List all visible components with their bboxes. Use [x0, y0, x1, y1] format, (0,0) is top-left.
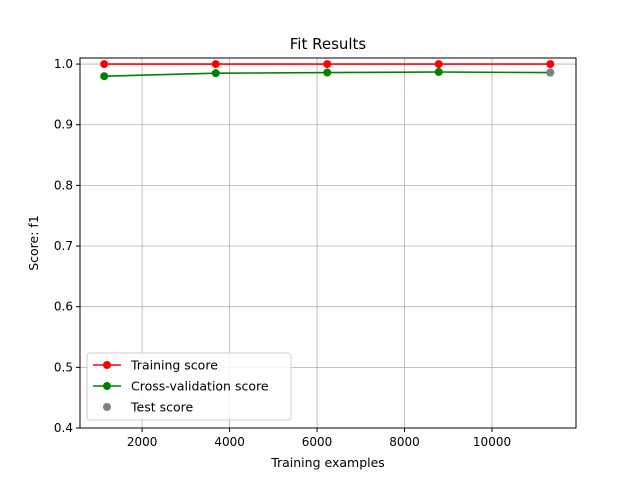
plot-frame	[79, 57, 577, 429]
data-point	[211, 69, 220, 78]
y-tick-label: 0.8	[54, 178, 73, 192]
y-tick-label: 0.9	[54, 118, 73, 132]
data-point	[434, 67, 443, 76]
y-axis-label: Score: f1	[26, 215, 41, 271]
data-point	[434, 60, 443, 69]
x-tick-label: 6000	[302, 435, 333, 449]
y-tick-label: 0.4	[54, 421, 73, 435]
data-point	[323, 68, 332, 77]
y-tick-label: 0.7	[54, 239, 73, 253]
data-point	[100, 60, 109, 69]
legend-label: Cross-validation score	[131, 379, 269, 394]
legend-box	[86, 352, 292, 421]
legend-label: Training score	[130, 358, 218, 373]
y-tick-label: 0.6	[54, 300, 73, 314]
data-point	[323, 60, 332, 69]
legend-items: Training score Cross-validation score Test…	[93, 358, 269, 415]
data-point	[211, 60, 220, 69]
x-tick-label: 4000	[214, 435, 245, 449]
ticks: 2000 4000 6000 8000 10000 0.4 0.5 0.6 0.7 0.8 0.9 1…	[54, 57, 511, 449]
data-point	[100, 72, 109, 81]
legend-marker	[103, 382, 111, 390]
x-axis-label: Training examples	[270, 455, 385, 470]
y-tick-label: 0.5	[54, 360, 73, 374]
x-tick-label: 2000	[127, 435, 158, 449]
legend-marker	[103, 403, 111, 411]
data-point	[546, 60, 555, 69]
x-tick-label: 10000	[473, 435, 511, 449]
legend: Training score Cross-validation score Test…	[86, 352, 292, 421]
chart-title: Fit Results	[290, 35, 367, 53]
data-point	[546, 68, 555, 77]
grid	[80, 58, 576, 429]
series-layer	[100, 60, 555, 81]
legend-marker	[103, 361, 111, 369]
y-tick-label: 1.0	[54, 57, 73, 71]
legend-label: Test score	[130, 400, 193, 415]
x-tick-label: 8000	[389, 435, 420, 449]
